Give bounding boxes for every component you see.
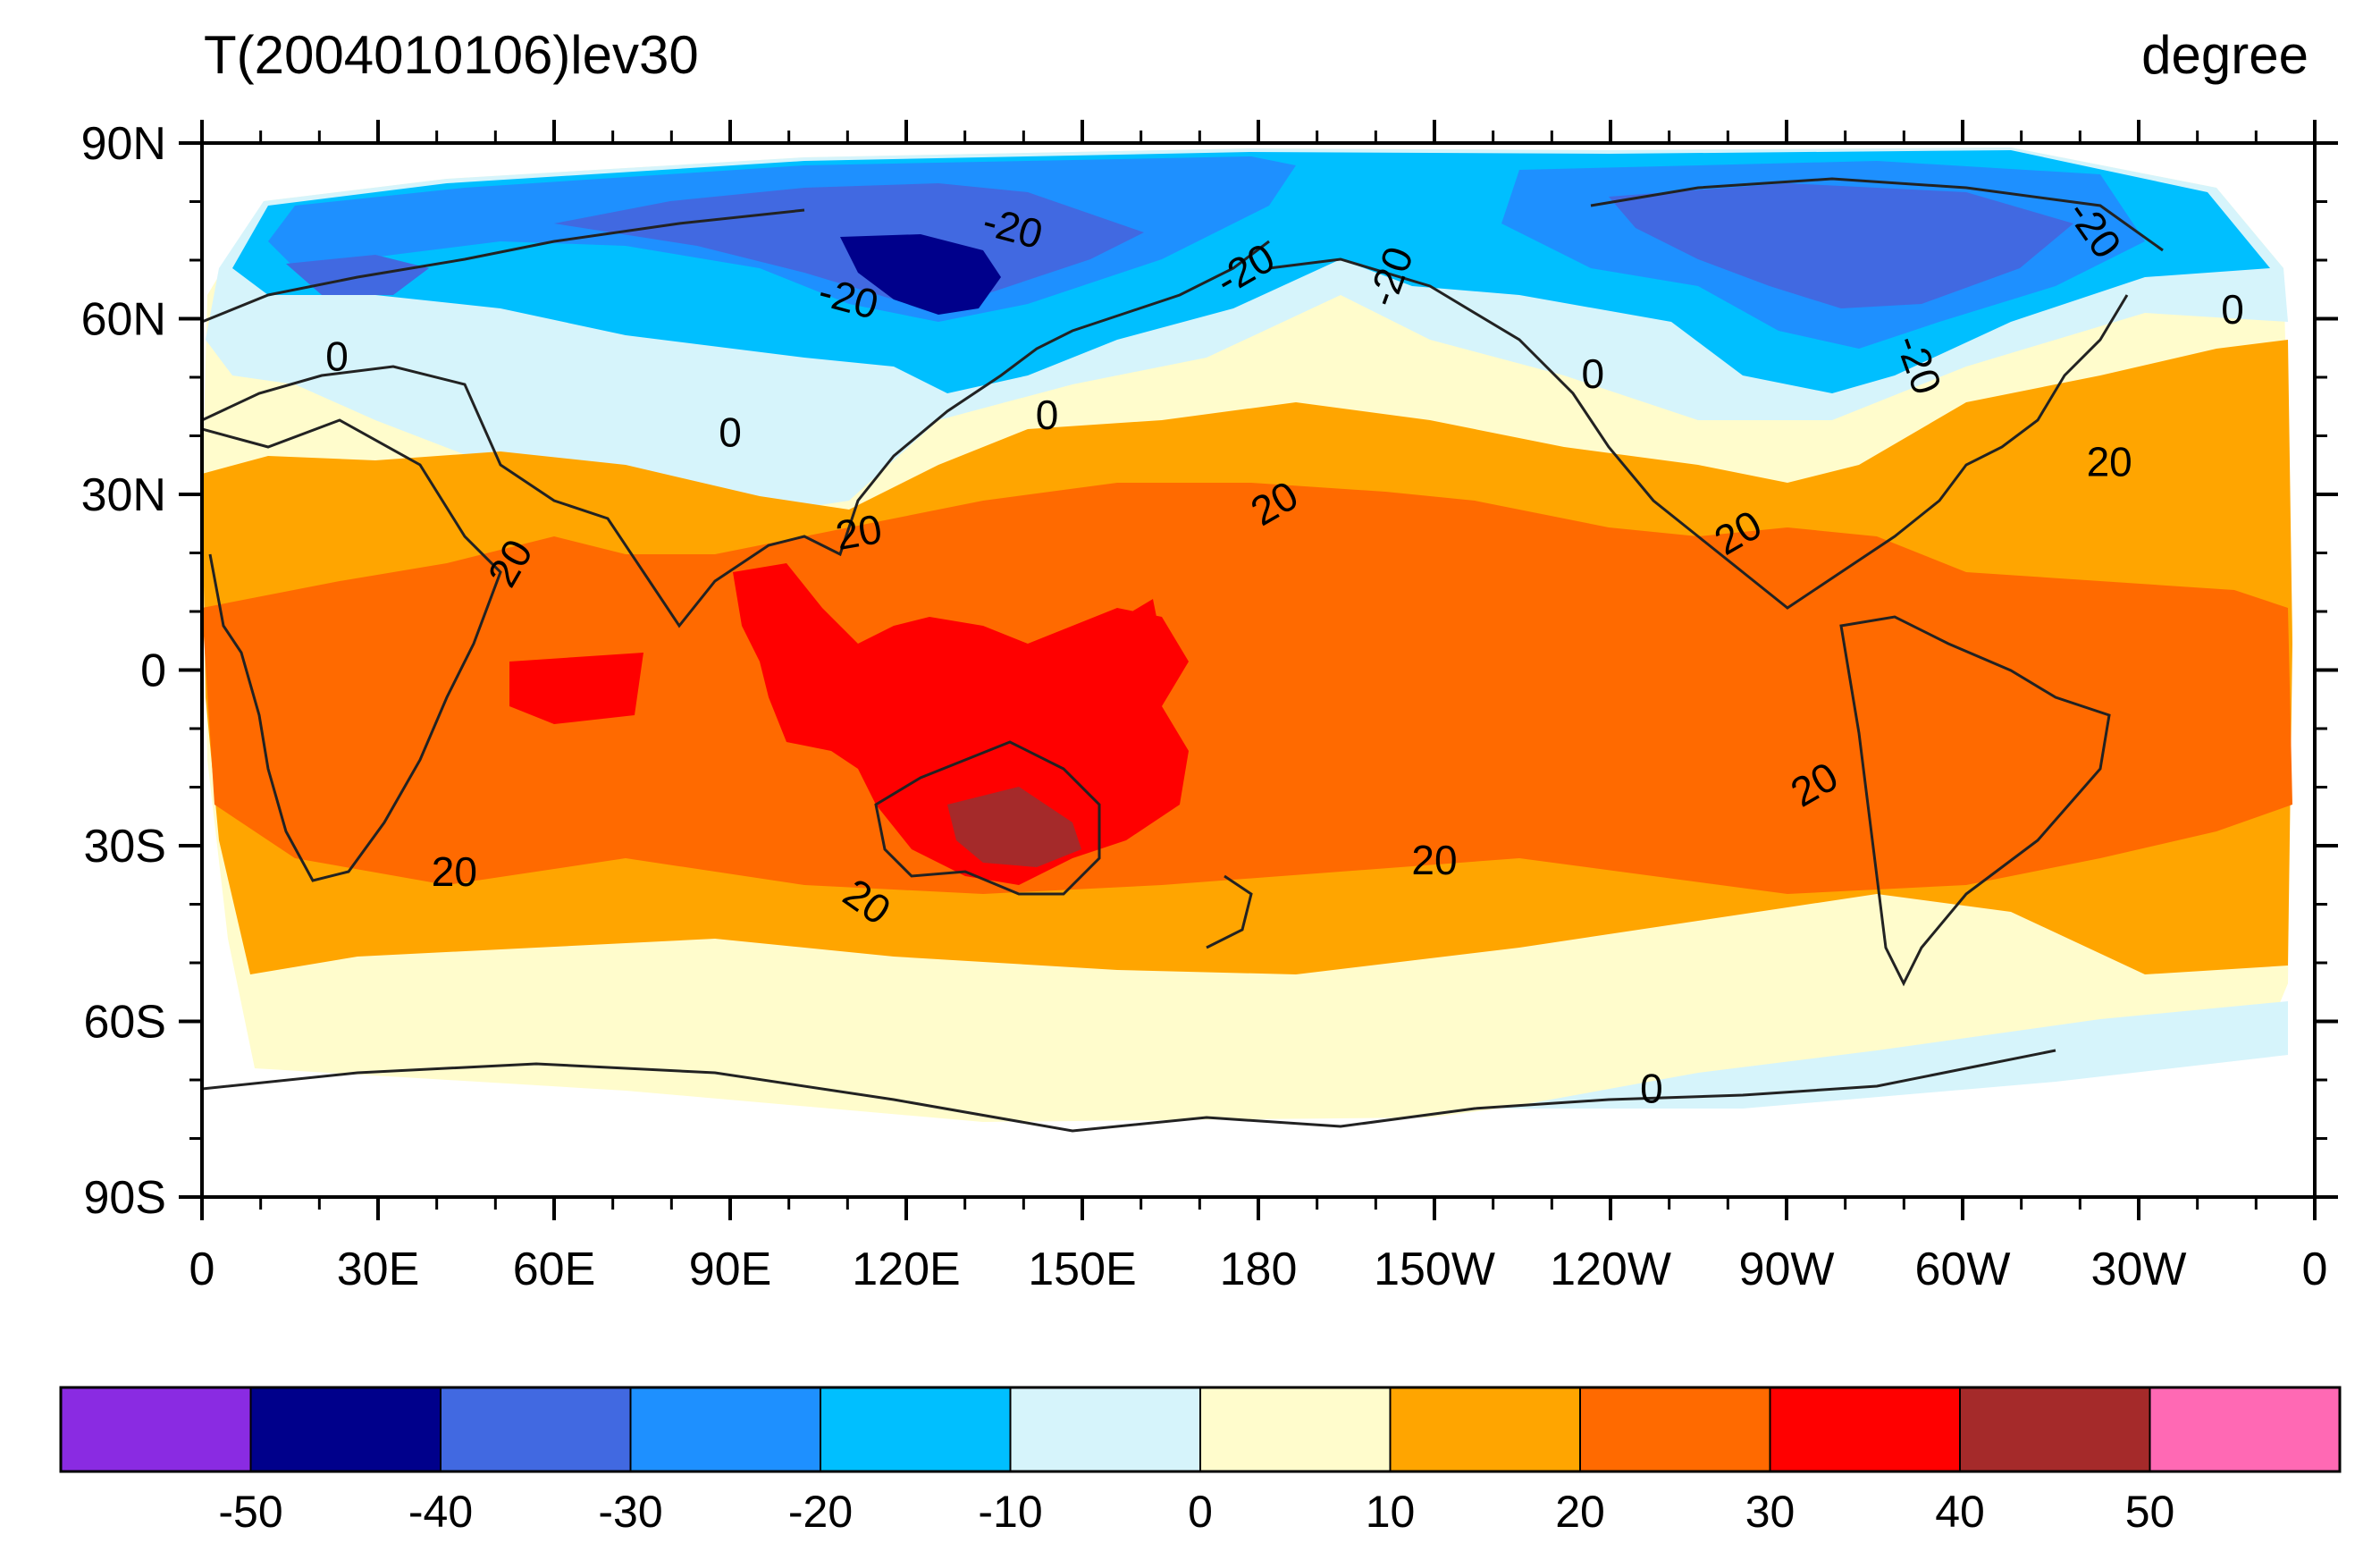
colorbar-label: -30 [598,1487,662,1537]
colorbar-swatch [629,1387,821,1472]
lat-tick-label: 60N [81,294,166,346]
coast-eurasia [202,208,1270,628]
coast-antarctica [202,1049,2056,1133]
colorbar-frame [59,1386,2342,1473]
colorbar-label: 10 [1366,1487,1416,1537]
lat-tick-label: 90S [83,1172,166,1224]
coast-new-zealand [1206,874,1253,949]
colorbar-label: 0 [1188,1487,1213,1537]
contour-label: 0 [719,409,742,456]
colorbar-swatch [249,1387,442,1472]
lat-tick-label: 90N [81,118,166,170]
contour-label: 0 [1640,1065,1663,1111]
colorbar-swatch [2149,1387,2341,1472]
lat-tick-label: 60S [83,997,166,1049]
colorbar-label: 30 [1745,1487,1796,1537]
colorbar-swatch [440,1387,632,1472]
contour-label: 20 [2087,438,2132,485]
lon-tick-label: 0 [2302,1244,2328,1295]
colorbar: -50 -40 -30 -20 -10 0 10 20 30 40 50 [59,1386,2342,1537]
contour-label: 0 [325,333,349,380]
contour-label: 0 [1582,350,1605,397]
colorbar-swatch [1579,1387,1771,1472]
coastlines [202,177,2164,1133]
longitude-axis: 0 30E 60E 90E 120E 150E 180 150W 120W 90W 60W 30W 0 [189,120,2328,1295]
lon-tick-label: 150W [1374,1244,1495,1295]
colorbar-swatch [60,1387,252,1472]
band-20-30 [202,483,2292,894]
temperature-field [202,148,2292,1122]
band-40-50 [947,787,1081,867]
lon-tick-label: 180 [1220,1244,1298,1295]
plot-title: T(2004010106)lev30 [204,25,699,85]
coast-south-america [1839,615,2111,987]
lat-tick-label: 0 [140,645,166,697]
lon-tick-label: 0 [189,1244,215,1295]
colorbar-swatch [1959,1387,2151,1472]
contour-label: 20 [432,848,477,895]
latitude-axis: 90N 60N 30N 0 30S 60S 90S [81,118,2338,1224]
lon-tick-label: 90E [689,1244,772,1295]
coast-australia [874,740,1101,896]
coast-north-america [1268,177,2164,610]
colorbar-swatch [1769,1387,1961,1472]
colorbar-label: 20 [1555,1487,1605,1537]
colorbar-label: -50 [218,1487,282,1537]
lat-tick-label: 30N [81,469,166,521]
band-neg10-0-south [1501,1001,2288,1109]
colorbar-label: 50 [2125,1487,2175,1537]
band-neg40-neg30 [286,183,2073,308]
lon-tick-label: 60E [513,1244,596,1295]
lon-tick-label: 30E [337,1244,420,1295]
coast-africa [202,418,502,882]
lon-tick-label: 90W [1739,1244,1835,1295]
colorbar-label: 40 [1935,1487,1985,1537]
lon-tick-label: 120W [1550,1244,1671,1295]
units-label: degree [2141,25,2309,85]
contour-label: 20 [1411,837,1457,883]
contour-label: 0 [1036,392,1059,438]
lon-tick-label: 30W [2091,1244,2187,1295]
lat-tick-label: 30S [83,821,166,873]
colorbar-swatch [1199,1387,1392,1472]
contour-label: 20 [832,505,885,559]
colorbar-swatch [1389,1387,1581,1472]
colorbar-label: -20 [788,1487,853,1537]
contour-label: 0 [2221,286,2244,333]
colorbar-label: -10 [978,1487,1042,1537]
colorbar-swatch [1009,1387,1201,1472]
lon-tick-label: 60W [1915,1244,2011,1295]
lon-tick-label: 120E [852,1244,960,1295]
lon-tick-label: 150E [1028,1244,1136,1295]
band-neg50-neg40 [840,234,1001,315]
colorbar-label: -40 [408,1487,473,1537]
colorbar-swatch [820,1387,1012,1472]
